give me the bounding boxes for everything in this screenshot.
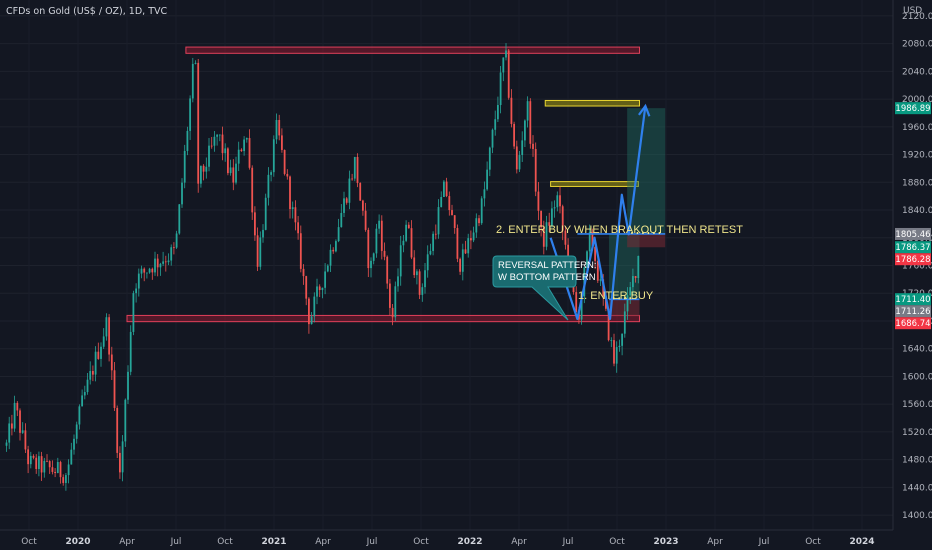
price-label: 1711.26 xyxy=(895,305,931,318)
price-tick: 2040.00 xyxy=(902,67,932,77)
price-tick: 1960.00 xyxy=(902,123,932,133)
price-tick: 1400.00 xyxy=(902,511,932,521)
price-label: 1805.46 xyxy=(895,227,931,240)
time-tick: Oct xyxy=(609,537,625,547)
time-tick: Apr xyxy=(511,537,527,547)
target-zone-top xyxy=(544,99,640,107)
arrow-head xyxy=(638,103,651,117)
position-1-loss xyxy=(608,299,640,317)
drawing-zones xyxy=(126,46,666,323)
price-tick: 1440.00 xyxy=(902,483,932,493)
price-tick: 2080.00 xyxy=(902,40,932,50)
price-axis-labels: 1986.89 1805.46 1786.37 1786.28 1711.40 1711.… xyxy=(895,102,931,330)
price-tick: 1600.00 xyxy=(902,372,932,382)
support-zone xyxy=(126,314,640,323)
time-tick: Apr xyxy=(119,537,135,547)
price-tick: 1640.00 xyxy=(902,345,932,355)
price-tick: 2000.00 xyxy=(902,95,932,105)
candlestick-series xyxy=(5,43,640,491)
position-2-profit xyxy=(627,108,666,234)
time-tick: 2023 xyxy=(653,537,678,547)
time-tick: Apr xyxy=(315,537,331,547)
price-tick: 1520.00 xyxy=(902,428,932,438)
time-tick: 2020 xyxy=(65,537,90,547)
price-tick: 1920.00 xyxy=(902,151,932,161)
time-tick: Oct xyxy=(413,537,429,547)
price-label: 1686.74 xyxy=(895,317,931,330)
drawings xyxy=(549,103,666,320)
time-tick: Oct xyxy=(805,537,821,547)
chart-title: CFDs on Gold (US$ / OZ), 1D, TVC xyxy=(6,6,168,17)
time-tick: Jul xyxy=(758,537,770,547)
callout-line-1: REVERSAL PATTERN: xyxy=(498,260,597,271)
time-tick: Jul xyxy=(170,537,182,547)
svg-text:1986.89: 1986.89 xyxy=(895,104,930,114)
time-tick: 2022 xyxy=(457,537,482,547)
time-tick: Apr xyxy=(707,537,723,547)
price-tick: 1880.00 xyxy=(902,178,932,188)
price-label: 1786.28 xyxy=(895,253,931,266)
svg-text:1805.46: 1805.46 xyxy=(895,230,930,240)
svg-text:1686.74: 1686.74 xyxy=(895,319,930,329)
price-tick: 2120.00 xyxy=(902,12,932,22)
price-label: 1986.89 xyxy=(895,102,931,115)
target-zone-mid xyxy=(550,181,639,187)
svg-text:1786.37: 1786.37 xyxy=(895,243,930,253)
time-tick: 2021 xyxy=(261,537,286,547)
time-tick: Oct xyxy=(21,537,37,547)
price-tick: 1840.00 xyxy=(902,206,932,216)
svg-text:1711.40: 1711.40 xyxy=(895,295,930,305)
price-tick: 1560.00 xyxy=(902,400,932,410)
time-tick: Jul xyxy=(562,537,574,547)
price-tick: 1760.00 xyxy=(902,262,932,272)
price-tick: 1480.00 xyxy=(902,456,932,466)
price-label: 1711.40 xyxy=(895,293,931,306)
annotation-enter-buy-breakout: 2. ENTER BUY WHEN BRAKOUT THEN RETEST xyxy=(496,224,743,236)
callout-line-2: W BOTTOM PATTERN xyxy=(498,272,596,283)
annotation-enter-buy-1: 1. ENTER BUY xyxy=(578,290,654,302)
currency-label: USD xyxy=(903,6,922,16)
position-2-loss xyxy=(627,233,666,248)
callout-reversal-pattern: REVERSAL PATTERN: W BOTTOM PATTERN xyxy=(492,255,597,321)
time-axis[interactable]: Oct 2020 Apr Jul Oct 2021 Apr Jul Oct 2022 Apr Jul O… xyxy=(0,529,893,547)
time-tick: Oct xyxy=(217,537,233,547)
svg-text:1786.28: 1786.28 xyxy=(895,255,930,265)
time-tick: Jul xyxy=(366,537,378,547)
svg-text:1711.26: 1711.26 xyxy=(895,307,930,317)
time-tick: 2024 xyxy=(849,537,874,547)
price-label: 1786.37 xyxy=(895,241,931,254)
resistance-zone xyxy=(185,46,640,54)
